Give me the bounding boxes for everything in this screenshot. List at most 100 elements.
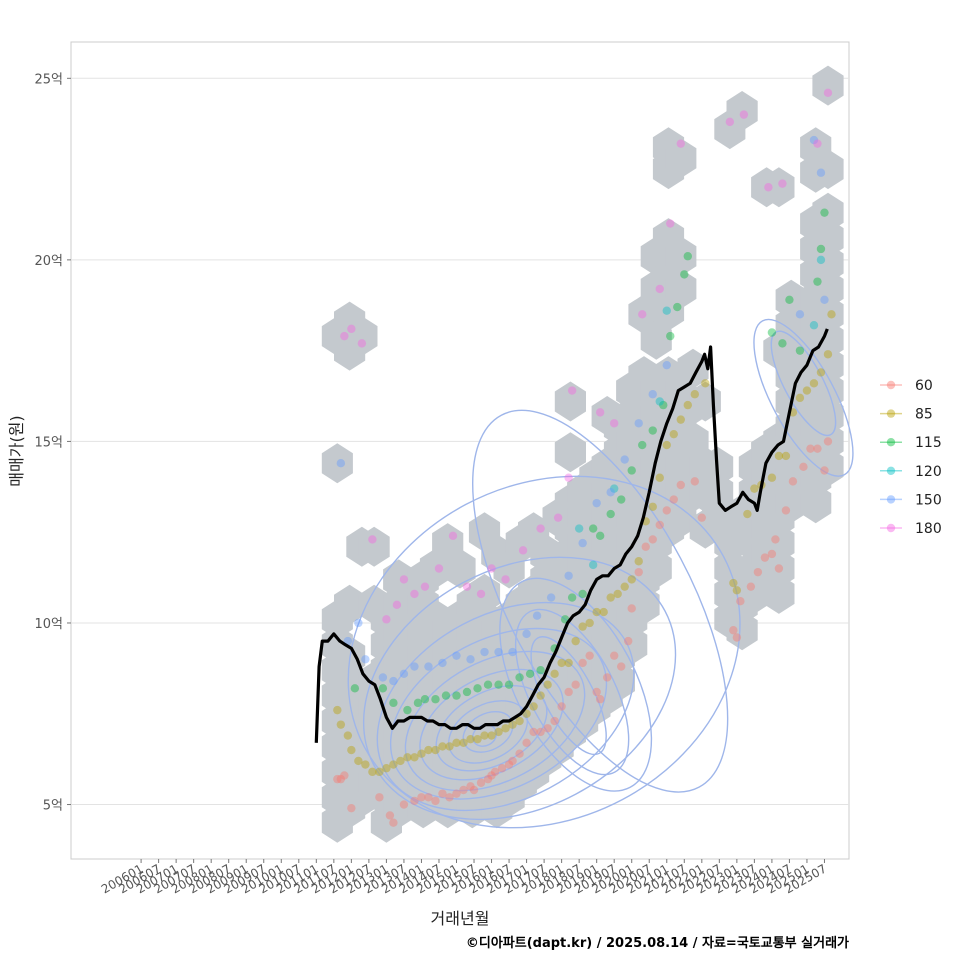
point-60	[578, 658, 587, 668]
point-85	[827, 310, 836, 319]
density-contour	[389, 627, 608, 800]
point-115	[683, 252, 692, 261]
hex-cell	[726, 610, 758, 651]
point-60	[820, 466, 829, 475]
point-85	[578, 622, 587, 631]
point-85	[438, 742, 447, 751]
point-85	[343, 731, 353, 740]
point-85	[347, 745, 356, 755]
point-150	[480, 647, 489, 657]
legend-item-150: 150	[880, 492, 942, 508]
point-180	[567, 386, 577, 395]
point-60	[466, 782, 475, 791]
legend-key-point	[886, 438, 896, 447]
point-60	[732, 633, 742, 642]
point-60	[529, 727, 538, 737]
point-85	[732, 586, 742, 595]
point-60	[617, 662, 626, 671]
point-60	[564, 687, 573, 697]
point-60	[676, 480, 685, 490]
point-85	[795, 393, 805, 403]
point-85	[802, 386, 812, 395]
point-115	[648, 426, 657, 435]
point-115	[673, 302, 682, 312]
density-contour-layer	[347, 318, 854, 829]
point-60	[375, 793, 384, 802]
point-60	[806, 444, 815, 453]
point-115	[431, 695, 440, 704]
point-85	[361, 760, 370, 769]
hexbin-layer	[321, 65, 844, 843]
point-115	[606, 509, 615, 519]
point-85	[417, 749, 426, 758]
point-180	[399, 575, 409, 584]
point-180	[778, 179, 787, 188]
point-60	[753, 567, 763, 577]
density-contour	[770, 330, 837, 437]
legend-item-120: 120	[880, 464, 942, 480]
point-60	[585, 651, 594, 660]
hex-cell	[640, 319, 672, 360]
y-tick-label: 20억	[34, 254, 63, 269]
point-115	[820, 208, 829, 217]
point-60	[736, 596, 745, 606]
point-60	[609, 651, 619, 660]
point-115	[617, 495, 626, 504]
hex-cell	[554, 381, 586, 422]
point-115	[813, 277, 822, 286]
point-85	[403, 753, 412, 762]
point-150	[648, 390, 657, 399]
point-60	[662, 506, 671, 515]
point-115	[595, 531, 605, 541]
point-85	[501, 724, 510, 733]
point-60	[602, 673, 612, 682]
hex-cell	[603, 661, 635, 702]
point-85	[494, 727, 503, 737]
point-180	[666, 219, 675, 228]
hex-cell	[800, 483, 832, 524]
point-85	[473, 734, 482, 744]
point-60	[799, 462, 808, 472]
point-85	[508, 720, 517, 729]
point-115	[403, 705, 412, 715]
point-60	[788, 477, 798, 486]
legend-key-point	[886, 380, 896, 390]
hex-cell	[358, 526, 390, 567]
point-60	[543, 724, 552, 733]
point-115	[389, 698, 398, 708]
legend-item-115: 115	[880, 435, 942, 451]
hex-cell	[444, 548, 476, 589]
point-115	[588, 524, 598, 533]
point-85	[522, 709, 531, 718]
legend-key-point	[886, 409, 896, 418]
point-60	[729, 626, 738, 635]
density-contour	[419, 668, 564, 781]
point-115	[515, 673, 524, 682]
hex-cell	[665, 236, 697, 277]
point-60	[648, 535, 657, 544]
point-60	[592, 687, 601, 697]
y-axis-title: 매매가(원)	[7, 415, 26, 486]
legend-item-85: 85	[880, 407, 933, 423]
point-150	[438, 658, 447, 668]
point-120	[574, 524, 584, 533]
point-60	[771, 535, 780, 544]
point-60	[767, 549, 777, 559]
point-85	[536, 691, 545, 700]
point-60	[336, 774, 346, 784]
point-180	[382, 615, 391, 624]
hex-cell	[628, 584, 660, 625]
point-150	[389, 676, 398, 686]
point-85	[459, 738, 468, 748]
caption: ©디아파트(dapt.kr) / 2025.08.14 / 자료=국토교통부 실…	[466, 935, 849, 951]
point-60	[445, 793, 454, 802]
point-60	[536, 727, 545, 737]
point-150	[592, 498, 601, 508]
density-contour	[376, 601, 635, 812]
point-115	[659, 400, 668, 410]
point-60	[469, 785, 479, 795]
hex-cell	[812, 149, 844, 190]
point-60	[746, 582, 756, 591]
point-60	[347, 803, 356, 813]
point-85	[368, 767, 377, 777]
